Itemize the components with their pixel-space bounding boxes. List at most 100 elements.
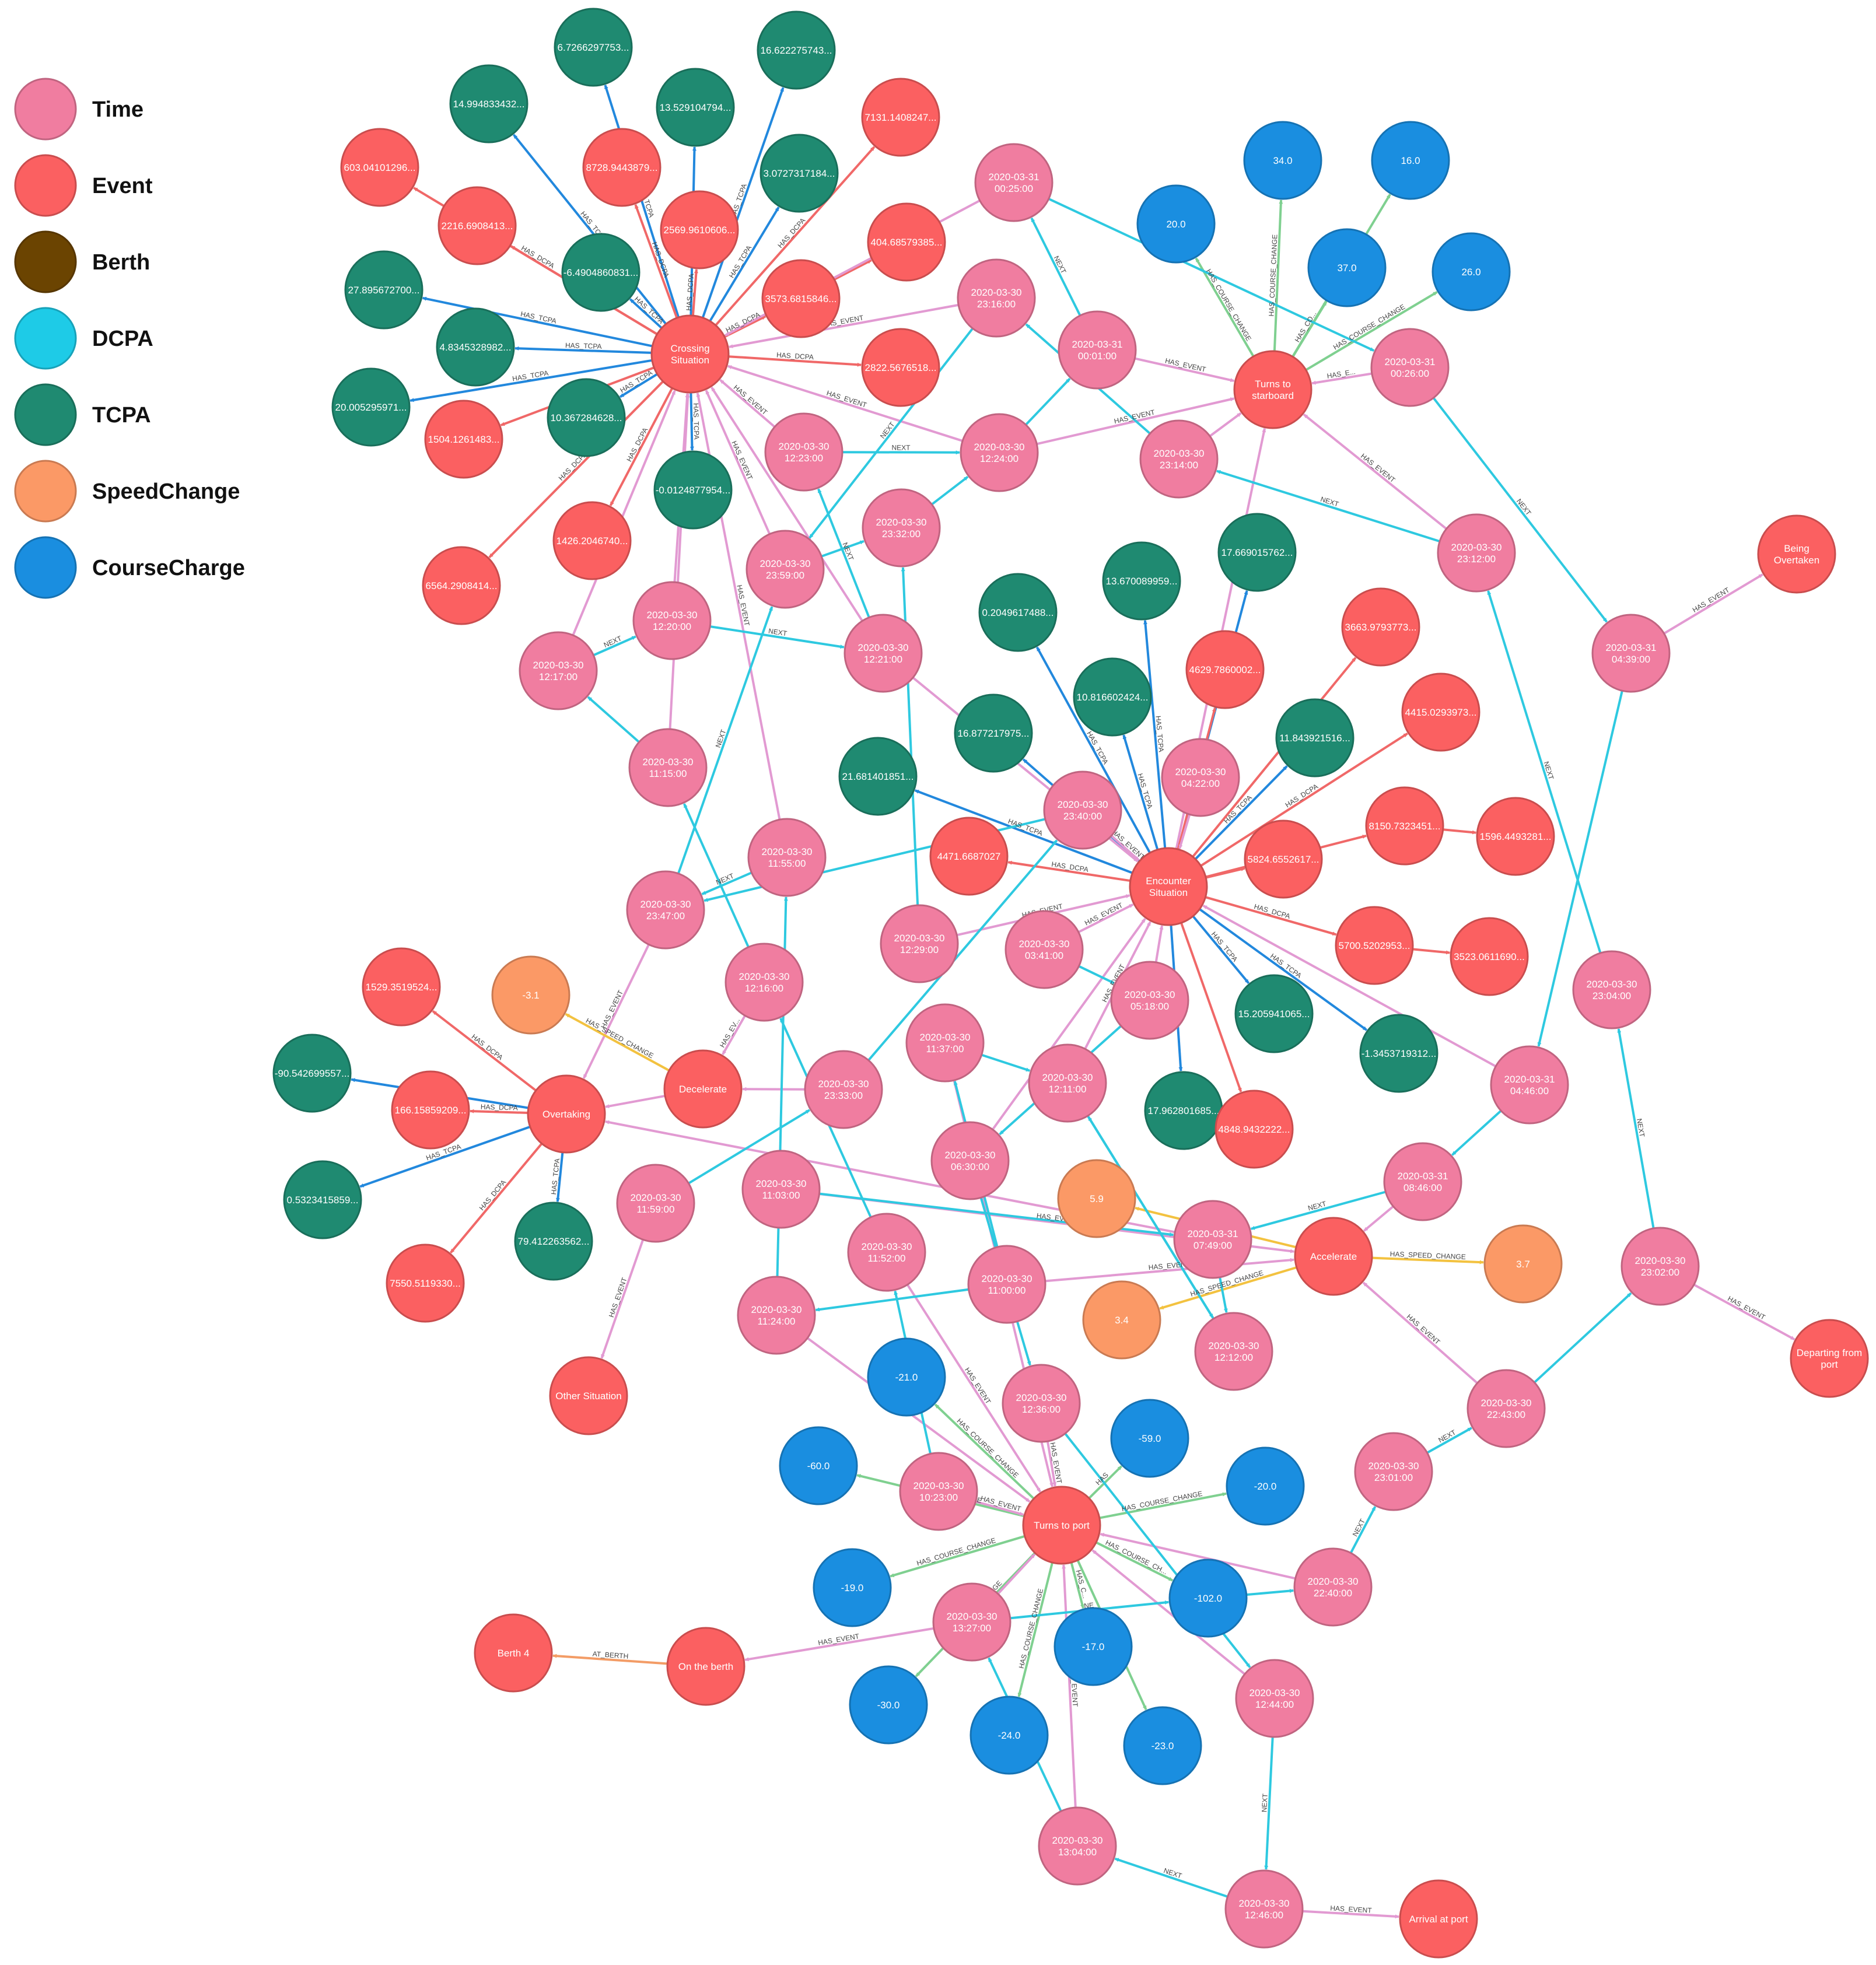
node-coursecharge[interactable]: -23.0	[1123, 1706, 1202, 1785]
node-tcpa[interactable]: 79.412263562...	[514, 1202, 593, 1281]
node-tcpa[interactable]: 15.205941065...	[1234, 974, 1314, 1053]
node-coursecharge[interactable]: -102.0	[1168, 1558, 1248, 1638]
node-speedchange[interactable]: 3.7	[1483, 1224, 1563, 1304]
node-event[interactable]: Other Situation	[549, 1356, 628, 1435]
node-event[interactable]: 4848.9432222...	[1214, 1090, 1294, 1169]
node-tcpa[interactable]: -90.542699557...	[272, 1034, 352, 1113]
node-event[interactable]: 1529.3519524...	[362, 947, 441, 1027]
node-tcpa[interactable]: 11.843921516...	[1275, 698, 1354, 777]
node-event[interactable]: 2822.5676518...	[861, 328, 940, 407]
node-speedchange[interactable]: 5.9	[1057, 1159, 1136, 1238]
node-event[interactable]: 3663.9793773...	[1341, 587, 1420, 667]
node-coursecharge[interactable]: -59.0	[1110, 1399, 1189, 1478]
node-tcpa[interactable]: -1.3453719312...	[1359, 1014, 1438, 1093]
node-event[interactable]: Turns to port	[1022, 1486, 1101, 1565]
node-tcpa[interactable]: 17.669015762...	[1217, 513, 1297, 592]
node-tcpa[interactable]: 16.877217975...	[954, 693, 1033, 773]
node-coursecharge[interactable]: 16.0	[1371, 121, 1450, 200]
node-coursecharge[interactable]: -21.0	[867, 1337, 946, 1417]
node-event[interactable]: 5824.6552617...	[1244, 819, 1323, 899]
node-tcpa[interactable]: 10.367284628...	[547, 378, 626, 457]
node-coursecharge[interactable]: -30.0	[849, 1665, 928, 1745]
node-tcpa[interactable]: 0.5323415859...	[283, 1160, 362, 1239]
node-coursecharge[interactable]: 34.0	[1243, 121, 1322, 200]
node-event[interactable]: 5700.5202953...	[1335, 906, 1414, 985]
node-event[interactable]: 2216.6908413...	[438, 186, 517, 265]
node-event[interactable]: 4415.0293973...	[1401, 672, 1480, 752]
node-coursecharge[interactable]: -24.0	[970, 1696, 1049, 1775]
node-coursecharge[interactable]: 26.0	[1432, 232, 1511, 311]
node-tcpa[interactable]: 13.670089959...	[1102, 541, 1181, 621]
node-speedchange[interactable]: -3.1	[491, 955, 570, 1035]
node-coursecharge[interactable]: -20.0	[1226, 1446, 1305, 1526]
node-coursecharge[interactable]: -60.0	[779, 1426, 858, 1505]
node-event[interactable]: 3573.6815846...	[761, 259, 841, 338]
node-event[interactable]: Accelerate	[1294, 1217, 1373, 1296]
node-event[interactable]: 603.04101296...	[340, 128, 419, 207]
node-tcpa[interactable]: 0.2049617488...	[978, 573, 1058, 652]
node-speedchange[interactable]: 3.4	[1082, 1280, 1161, 1360]
node-tcpa[interactable]: 21.681401851...	[838, 737, 918, 816]
node-coursecharge[interactable]: -17.0	[1054, 1607, 1133, 1686]
node-event[interactable]: 1426.2046740...	[552, 501, 632, 580]
node-tcpa[interactable]: -0.0124877954...	[653, 450, 733, 530]
node-tcpa[interactable]: 14.994833432...	[449, 64, 528, 143]
node-event[interactable]: 7550.5119330...	[386, 1244, 465, 1323]
node-event[interactable]: 1596.4493281...	[1476, 797, 1555, 876]
node-event[interactable]: 8728.9443879...	[582, 128, 662, 207]
node-event[interactable]: 7131.1408247...	[861, 78, 940, 157]
node-coursecharge[interactable]: 20.0	[1136, 184, 1216, 264]
node-coursecharge[interactable]: 37.0	[1307, 228, 1387, 307]
node-tcpa[interactable]: 3.0727317184...	[760, 134, 839, 213]
node-tcpa[interactable]: 4.8345328982...	[436, 307, 515, 387]
node-tcpa[interactable]: -6.4904860831...	[561, 233, 640, 312]
node-event[interactable]: 166.15859209...	[391, 1070, 470, 1150]
node-event[interactable]: 2569.9610606...	[660, 190, 739, 269]
node-tcpa[interactable]: 17.962801685...	[1144, 1071, 1223, 1150]
node-event[interactable]: Arrival at port	[1399, 1879, 1478, 1959]
node-tcpa[interactable]: 20.005295971...	[331, 367, 411, 447]
node-event[interactable]: 3523.0611690...	[1450, 917, 1529, 996]
node-tcpa[interactable]: 16.622275743...	[757, 10, 836, 90]
